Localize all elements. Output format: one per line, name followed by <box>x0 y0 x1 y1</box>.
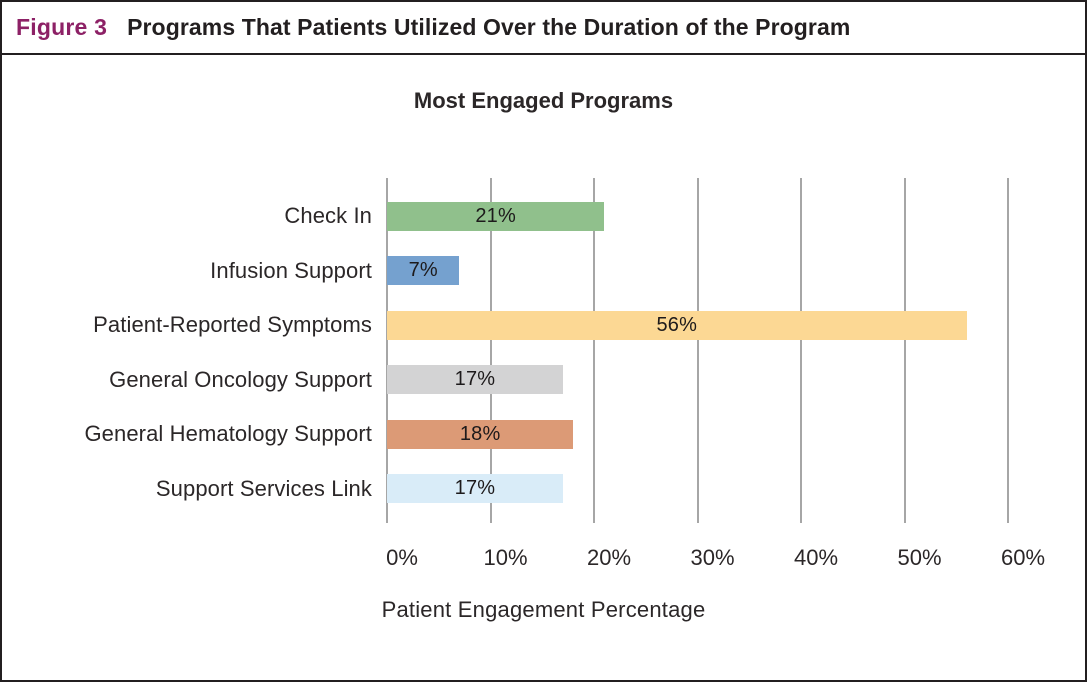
x-axis-label: Patient Engagement Percentage <box>381 597 706 622</box>
x-tick-label: 20% <box>586 545 632 570</box>
bar-row: 17% <box>387 462 1008 517</box>
x-axis-ticks: 0% 10% 20% 30% 40% 50% 60% <box>386 545 1045 575</box>
x-tick-label: 50% <box>897 545 942 570</box>
category-label: Support Services Link <box>155 475 372 501</box>
figure-title: Programs That Patients Utilized Over the… <box>127 14 851 40</box>
bar-value-label: 21% <box>475 204 516 227</box>
chart-title: Most Engaged Programs <box>413 88 674 113</box>
x-tick-label: 0% <box>386 545 418 570</box>
gridline <box>1007 178 1009 523</box>
category-label: General Hematology Support <box>84 421 372 447</box>
bar-row: 17% <box>387 353 1008 408</box>
bar-row: 21% <box>387 189 1008 244</box>
x-tick-label: 60% <box>1000 545 1046 570</box>
category-labels: Check In Infusion Support Patient-Reported… <box>2 178 387 523</box>
bar-chart: Most Engaged Programs Check In Infusion S… <box>2 88 1085 623</box>
gridline <box>800 178 802 523</box>
figure-label: Figure 3 <box>16 14 108 40</box>
plot-area: 21% 7% 56% 17% 18% 17% <box>386 178 1009 523</box>
bar: 17% <box>387 474 563 504</box>
category-label: Check In <box>284 203 372 229</box>
bar-value-label: 56% <box>656 313 698 336</box>
x-tick-label: 40% <box>793 545 839 570</box>
bar: 18% <box>387 419 574 449</box>
bar: 21% <box>387 201 605 231</box>
bar-row: 56% <box>387 298 1008 353</box>
bar: 7% <box>387 256 460 286</box>
bar-value-label: 17% <box>454 477 496 500</box>
bar-value-label: 7% <box>408 259 438 282</box>
gridline <box>386 178 388 523</box>
x-tick-label: 10% <box>483 545 528 570</box>
category-label: Infusion Support <box>210 257 372 283</box>
plot-wrap: Check In Infusion Support Patient-Reported… <box>2 178 1085 523</box>
gridline <box>696 178 699 523</box>
bar-row: 18% <box>387 407 1008 462</box>
figure-header: Figure 3 Programs That Patients Utilized… <box>2 2 1085 55</box>
gridline <box>489 178 492 523</box>
category-label: General Oncology Support <box>109 366 372 392</box>
bar-rows: 21% 7% 56% 17% 18% 17% <box>387 178 1008 523</box>
gridline <box>903 178 906 523</box>
x-tick-label: 30% <box>690 545 735 570</box>
category-label: Patient-Reported Symptoms <box>93 312 372 338</box>
gridline <box>593 178 595 523</box>
bar-value-label: 17% <box>454 368 496 391</box>
bar: 17% <box>387 365 563 395</box>
bar-row: 7% <box>387 244 1008 299</box>
bar: 56% <box>387 310 967 340</box>
bar-value-label: 18% <box>459 422 501 445</box>
